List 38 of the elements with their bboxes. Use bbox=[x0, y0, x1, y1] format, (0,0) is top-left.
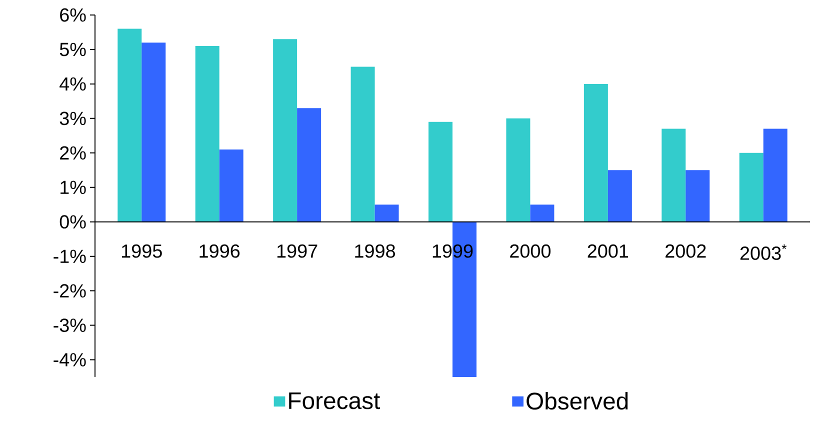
x-tick-label: 1997 bbox=[277, 244, 318, 258]
bar bbox=[506, 118, 530, 222]
y-tick-label: 4% bbox=[60, 77, 86, 91]
bar bbox=[297, 108, 322, 222]
y-tick-label: 1% bbox=[60, 180, 86, 194]
y-tick-label: 6% bbox=[60, 8, 86, 22]
x-tick-label: 2001 bbox=[588, 244, 628, 258]
y-tick-label: -2% bbox=[54, 284, 86, 298]
bar bbox=[686, 170, 710, 222]
bar bbox=[739, 152, 764, 222]
y-tick-label: -3% bbox=[54, 318, 86, 332]
y-tick-label: 0% bbox=[60, 215, 86, 229]
y-tick-label: -4% bbox=[54, 353, 86, 366]
legend-label: Forecast bbox=[289, 392, 380, 410]
bar bbox=[584, 84, 608, 222]
x-tick-label: 2003$^{*}$ bbox=[740, 244, 787, 260]
bar bbox=[195, 46, 220, 222]
x-tick-label: 1996 bbox=[200, 244, 240, 258]
bar bbox=[219, 149, 244, 222]
y-tick-label: 2% bbox=[60, 146, 86, 160]
bar bbox=[763, 128, 788, 222]
bar bbox=[374, 204, 399, 222]
bar bbox=[350, 66, 375, 222]
bar bbox=[428, 122, 452, 222]
bar bbox=[662, 128, 686, 222]
y-tick-label: -1% bbox=[54, 250, 86, 263]
legend-label: Observed bbox=[526, 392, 628, 410]
y-tick-label: 5% bbox=[60, 42, 86, 56]
x-tick-label: 2002 bbox=[666, 244, 706, 258]
bar bbox=[530, 204, 554, 222]
x-tick-label: 2000 bbox=[510, 244, 551, 258]
x-tick-label: 1995 bbox=[122, 244, 162, 258]
bar bbox=[142, 42, 166, 222]
bar bbox=[118, 28, 142, 222]
bar bbox=[608, 170, 632, 222]
bar bbox=[273, 39, 298, 222]
x-tick-label: 1998 bbox=[355, 244, 396, 258]
y-tick-label: 3% bbox=[60, 112, 86, 126]
